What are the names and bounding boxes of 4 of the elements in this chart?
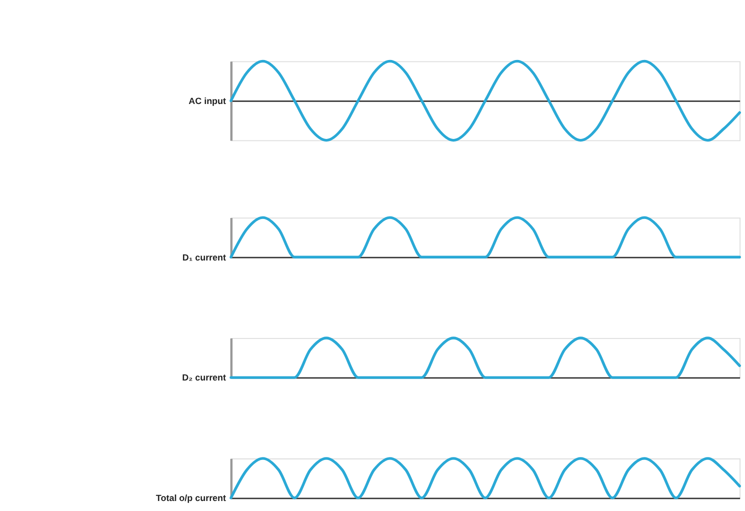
y-axis-title: D₁ current xyxy=(182,252,226,262)
y-axis-title: Total o/p current xyxy=(156,493,226,504)
y-axis-title: AC input xyxy=(188,96,226,106)
y-axis-title: D₂ current xyxy=(182,372,226,383)
